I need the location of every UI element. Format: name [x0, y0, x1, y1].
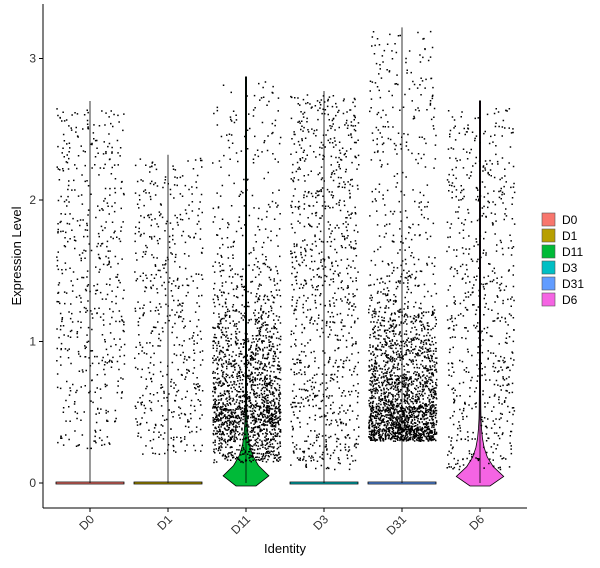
- legend-key-d11: [541, 244, 556, 259]
- points-d3: [290, 94, 360, 471]
- violin-group-d31: [367, 27, 438, 485]
- points-d31: [368, 30, 438, 443]
- legend-label-d3: D3: [562, 261, 578, 275]
- legend-key-d1: [541, 228, 556, 243]
- y-tick-label-1: 1: [29, 335, 36, 349]
- legend-label-d11: D11: [562, 245, 583, 259]
- legend-key-d31: [541, 276, 556, 291]
- points-d1: [134, 157, 204, 455]
- legend-key-d3: [541, 260, 556, 275]
- x-tick-label-d0: D0: [76, 512, 97, 533]
- y-tick-label-0: 0: [29, 476, 36, 490]
- legend-label-d31: D31: [562, 277, 584, 291]
- violin-group-d6: [446, 100, 516, 487]
- violin-group-d0: [55, 100, 126, 485]
- y-axis-title: Expression Level: [9, 206, 24, 305]
- points-d0: [56, 108, 126, 450]
- legend-label-d1: D1: [562, 229, 578, 243]
- legend: D0 D1 D11 D3 D31 D6: [541, 212, 584, 307]
- x-tick-label-d3: D3: [310, 512, 331, 533]
- x-axis-title: Identity: [264, 541, 306, 556]
- y-tick-label-2: 2: [29, 193, 36, 207]
- legend-key-d0: [541, 212, 556, 227]
- x-tick-label-d1: D1: [154, 512, 175, 533]
- legend-label-d6: D6: [562, 293, 578, 307]
- points-d11: [212, 81, 282, 464]
- violin-group-d1: [133, 154, 204, 485]
- legend-key-d6: [541, 292, 556, 307]
- plot-area: [55, 27, 516, 487]
- x-tick-label-d31: D31: [384, 512, 410, 538]
- violin-group-d3: [289, 91, 360, 485]
- legend-label-d0: D0: [562, 213, 578, 227]
- violin-group-d11: [212, 76, 282, 487]
- x-tick-label-d6: D6: [466, 512, 487, 533]
- points-d6: [446, 108, 516, 471]
- x-tick-label-d11: D11: [228, 512, 253, 537]
- y-tick-label-3: 3: [29, 52, 36, 66]
